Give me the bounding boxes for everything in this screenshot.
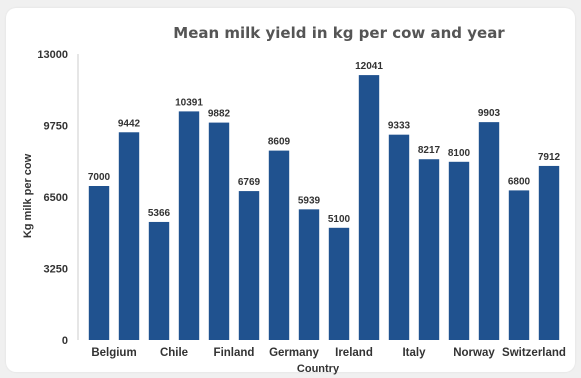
bar — [298, 209, 320, 340]
bar — [118, 132, 140, 340]
bar — [538, 165, 560, 340]
x-tick-label: Norway — [453, 347, 495, 359]
bar — [328, 227, 350, 340]
data-label: 6769 — [238, 177, 261, 188]
x-tick-label: Switzerland — [502, 347, 566, 359]
y-tick-label: 13000 — [37, 49, 68, 61]
bar — [208, 122, 230, 340]
data-labels: 7000 9442 5366 10391 9882 6769 8609 5939 5100 120… — [88, 61, 561, 225]
y-tick-label: 6500 — [44, 192, 68, 204]
data-label: 9882 — [208, 109, 231, 120]
y-tick-label: 9750 — [44, 121, 68, 133]
data-label: 8100 — [448, 148, 471, 159]
data-label: 9903 — [478, 108, 501, 119]
bars — [88, 75, 560, 341]
data-label: 8609 — [268, 137, 291, 148]
bar — [418, 159, 440, 340]
bar — [448, 161, 470, 340]
bar — [358, 75, 380, 341]
data-label: 8217 — [418, 145, 441, 156]
bar — [178, 111, 200, 340]
chart-title: Mean milk yield in kg per cow and year — [173, 24, 505, 42]
data-label: 5366 — [148, 208, 171, 219]
y-axis-label: Kg milk per cow — [22, 153, 34, 238]
x-tick-label: Finland — [214, 347, 255, 359]
data-label: 10391 — [175, 97, 203, 108]
y-tick-label: 0 — [62, 335, 68, 347]
y-ticks: 0 3250 6500 9750 13000 — [37, 49, 68, 347]
bar — [148, 221, 170, 340]
x-tick-label: Chile — [160, 347, 188, 359]
data-label: 5939 — [298, 195, 321, 206]
data-label: 9333 — [388, 121, 411, 132]
x-tick-label: Germany — [269, 347, 319, 359]
data-label: 12041 — [355, 61, 383, 72]
data-label: 7912 — [538, 152, 561, 163]
data-label: 7000 — [88, 172, 111, 183]
x-tick-label: Ireland — [335, 347, 373, 359]
data-label: 5100 — [328, 214, 351, 225]
data-label: 6800 — [508, 176, 531, 187]
x-ticks: Belgium Chile Finland Germany Ireland Italy No… — [91, 347, 566, 359]
y-tick-label: 3250 — [44, 264, 68, 276]
bar — [88, 186, 110, 340]
data-label: 9442 — [118, 118, 141, 129]
x-axis-label: Country — [297, 363, 340, 375]
bar — [238, 191, 260, 340]
bar — [478, 122, 500, 340]
bar — [268, 150, 290, 340]
bar — [508, 190, 530, 340]
x-tick-label: Belgium — [91, 347, 136, 359]
bar — [388, 134, 410, 340]
x-tick-label: Italy — [402, 347, 426, 359]
